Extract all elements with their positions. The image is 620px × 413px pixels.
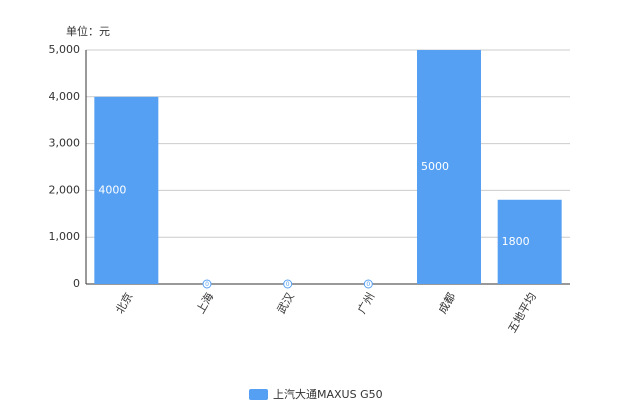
bar xyxy=(497,199,562,284)
legend-label: 上汽大通MAXUS G50 xyxy=(273,387,383,401)
value-label: 1800 xyxy=(502,235,530,248)
zero-marker xyxy=(202,279,212,289)
value-label: 4000 xyxy=(98,183,126,196)
bar xyxy=(94,96,159,284)
unit-label: 单位：元 xyxy=(66,24,110,38)
y-tick-label: 3,000 xyxy=(49,137,81,150)
legend-swatch xyxy=(249,389,268,400)
x-tick-label: 成都 xyxy=(436,291,458,317)
bar xyxy=(417,50,481,284)
y-tick-label: 1,000 xyxy=(49,230,81,243)
y-tick-label: 2,000 xyxy=(49,183,81,196)
x-tick-label: 上海 xyxy=(193,290,216,316)
zero-marker xyxy=(363,279,373,289)
y-tick-label: 4,000 xyxy=(49,90,81,103)
zero-marker xyxy=(283,279,293,289)
y-tick-label: 5,000 xyxy=(49,43,81,56)
x-tick-label: 北京 xyxy=(112,290,135,316)
x-tick-label: 武汉 xyxy=(275,291,297,317)
y-tick-label: 0 xyxy=(73,277,80,290)
x-tick-label: 五地平均 xyxy=(506,291,539,336)
x-tick-label: 广州 xyxy=(355,291,377,317)
value-label: 0 xyxy=(366,281,370,288)
value-label: 5000 xyxy=(421,160,449,173)
value-label: 0 xyxy=(286,281,290,288)
value-label: 0 xyxy=(205,281,209,288)
